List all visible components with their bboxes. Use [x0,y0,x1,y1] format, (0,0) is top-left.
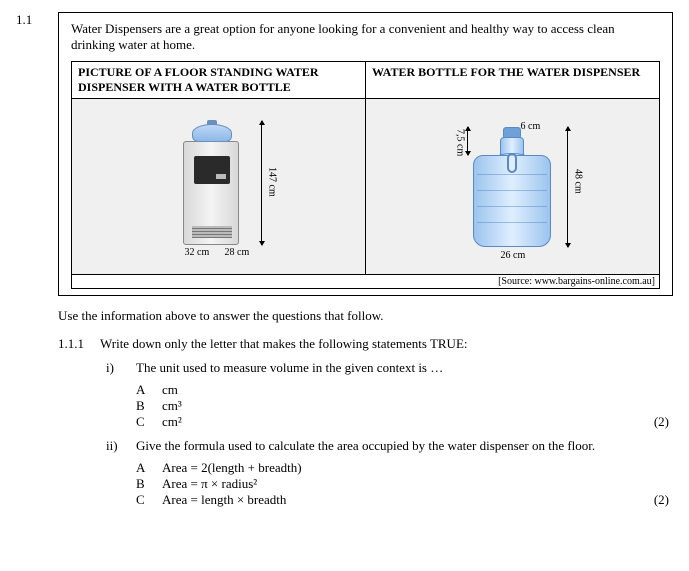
option-letter: C [136,492,162,508]
dispenser-height-label: 147 cm [267,167,278,197]
subquestion-number: 1.1.1 [58,336,100,508]
marks: (2) [654,414,673,430]
dispenser-picture: 147 cm 32 cm 28 cm [72,99,366,274]
bottle-cap-diameter-label: 6 cm [521,121,541,132]
dispenser-bowl-width-label: 28 cm [225,247,250,258]
intro-text: Water Dispensers are a great option for … [71,21,660,53]
left-picture-header: PICTURE OF A FLOOR STANDING WATER DISPEN… [72,62,366,99]
dispenser-base-width-label: 32 cm [185,247,210,258]
question-number: 1.1 [16,12,58,28]
subquestion-stem: Write down only the letter that makes th… [100,336,673,352]
option-letter: A [136,460,162,476]
part-number: i) [100,360,136,430]
part-number: ii) [100,438,136,508]
option-text: Area = length × breadth [162,492,286,508]
context-box: Water Dispensers are a great option for … [58,12,673,296]
option-text: cm² [162,414,182,430]
option-text: Area = 2(length + breadth) [162,460,302,476]
option-letter: B [136,476,162,492]
option-letter: A [136,382,162,398]
right-picture-header: WATER BOTTLE FOR THE WATER DISPENSER [366,62,659,99]
bottle-width-label: 26 cm [501,250,526,261]
option-text: cm [162,382,178,398]
part-text: Give the formula used to calculate the a… [136,438,673,454]
bottle-picture: 7,5 cm 6 cm 48 cm 26 cm [366,99,659,274]
option-text: Area = π × radius² [162,476,257,492]
source-citation: [Source: www.bargains-online.com.au] [72,274,659,288]
bottle-height-label: 48 cm [573,169,584,194]
instruction-text: Use the information above to answer the … [58,308,673,324]
part-text: The unit used to measure volume in the g… [136,360,673,376]
option-letter: B [136,398,162,414]
pictures-table: PICTURE OF A FLOOR STANDING WATER DISPEN… [71,61,660,289]
bottle-cap-height-label: 7,5 cm [455,129,466,156]
option-letter: C [136,414,162,430]
option-text: cm³ [162,398,182,414]
marks: (2) [654,492,673,508]
